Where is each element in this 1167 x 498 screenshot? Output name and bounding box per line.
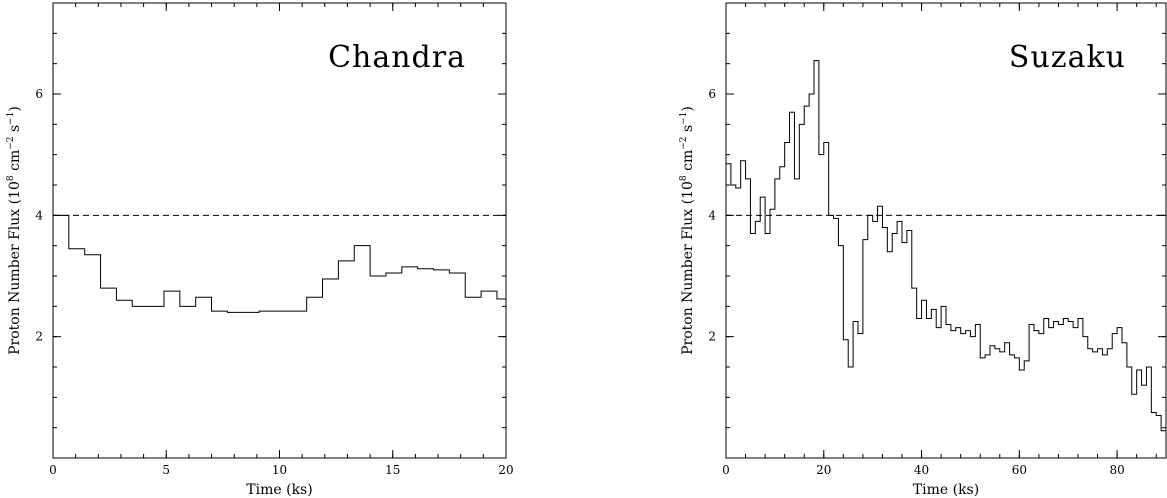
suzaku-x-tick-label: 40 bbox=[914, 463, 929, 477]
suzaku-plot-frame bbox=[725, 2, 1167, 459]
chandra-x-tick-label: 0 bbox=[49, 463, 57, 477]
suzaku-x-axis-label: Time (ks) bbox=[913, 482, 979, 498]
suzaku-y-axis-label: Proton Number Flux (108 cm−2 s−1) bbox=[679, 106, 696, 355]
chandra-y-label-start: Proton Number Flux (10 bbox=[7, 181, 23, 355]
chandra-x-tick-label: 5 bbox=[162, 463, 170, 477]
chandra-y-tick-label: 6 bbox=[35, 87, 43, 101]
suzaku-x-tick-labels: 0 20 40 60 80 bbox=[722, 463, 1125, 477]
suzaku-x-tick-label: 20 bbox=[816, 463, 831, 477]
chandra-flux-series bbox=[53, 214, 506, 313]
suzaku-y-tick-label: 2 bbox=[708, 330, 716, 344]
suzaku-y-label-end: ) bbox=[680, 106, 696, 111]
chandra-y-label-mid2: s bbox=[7, 125, 23, 137]
chandra-y-label-exp2: −2 bbox=[6, 136, 16, 149]
chandra-y-tick-label: 2 bbox=[35, 330, 43, 344]
suzaku-y-label-exp3: −1 bbox=[679, 112, 689, 125]
chandra-y-label-exp1: 8 bbox=[6, 175, 16, 181]
suzaku-x-tick-label: 80 bbox=[1109, 463, 1124, 477]
chandra-x-tick-label: 15 bbox=[385, 463, 400, 477]
suzaku-panel-title: Suzaku bbox=[1009, 40, 1126, 75]
chandra-x-axis-label: Time (ks) bbox=[246, 482, 312, 498]
suzaku-panel: 0 20 40 60 80 2 4 6 Time (ks) Proton Number Fl… bbox=[679, 2, 1167, 498]
suzaku-y-label-start: Proton Number Flux (10 bbox=[680, 181, 696, 355]
suzaku-y-tick-label: 6 bbox=[708, 87, 716, 101]
chandra-panel-title: Chandra bbox=[328, 40, 466, 75]
chandra-x-tick-labels: 0 5 10 15 20 bbox=[49, 463, 513, 477]
suzaku-x-tick-label: 60 bbox=[1012, 463, 1027, 477]
chandra-y-tick-label: 4 bbox=[35, 208, 43, 222]
chandra-y-tick-labels: 2 4 6 bbox=[35, 87, 43, 344]
suzaku-flux-series bbox=[726, 60, 1166, 432]
chandra-y-label-end: ) bbox=[7, 106, 23, 111]
suzaku-y-tick-label: 4 bbox=[708, 208, 716, 222]
suzaku-y-label-mid: cm bbox=[680, 150, 696, 176]
suzaku-major-ticks bbox=[725, 3, 1166, 458]
chandra-y-axis-label: Proton Number Flux (108 cm−2 s−1) bbox=[6, 106, 23, 355]
chandra-y-label-exp3: −1 bbox=[6, 112, 16, 125]
chandra-y-label-mid: cm bbox=[7, 150, 23, 176]
chandra-panel: 0 5 10 15 20 2 4 6 Time (ks) Proton Number Flu… bbox=[6, 2, 514, 498]
chandra-x-tick-label: 20 bbox=[498, 463, 513, 477]
suzaku-y-label-exp1: 8 bbox=[679, 175, 689, 181]
suzaku-y-label-exp2: −2 bbox=[679, 136, 689, 149]
suzaku-y-tick-labels: 2 4 6 bbox=[708, 87, 716, 344]
suzaku-y-label-mid2: s bbox=[680, 125, 696, 137]
suzaku-x-tick-label: 0 bbox=[722, 463, 730, 477]
chandra-x-tick-label: 10 bbox=[272, 463, 287, 477]
